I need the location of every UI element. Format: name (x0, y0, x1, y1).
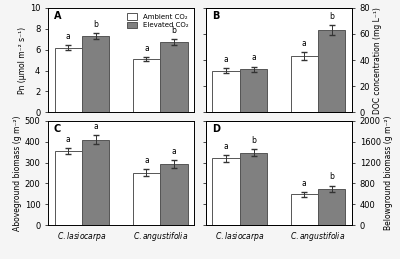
Legend: Ambient CO₂, Elevated CO₂: Ambient CO₂, Elevated CO₂ (125, 11, 191, 31)
Text: C: C (54, 124, 61, 134)
Bar (82, 140, 109, 225)
Text: b: b (329, 12, 334, 20)
Text: b: b (171, 26, 176, 35)
Text: a: a (66, 32, 71, 41)
Bar (55, 151, 82, 225)
Text: a: a (224, 142, 228, 151)
Bar (82, 36, 109, 112)
Text: b: b (93, 20, 98, 29)
Bar (240, 69, 267, 112)
Text: a: a (93, 122, 98, 131)
Text: a: a (144, 44, 149, 53)
Bar (133, 172, 160, 225)
Y-axis label: Belowground biomass (g m⁻²): Belowground biomass (g m⁻²) (384, 116, 392, 230)
Text: b: b (329, 172, 334, 181)
Bar (291, 194, 318, 225)
Bar (212, 159, 240, 225)
Bar (318, 189, 345, 225)
Y-axis label: DOC concentration (mg L⁻¹): DOC concentration (mg L⁻¹) (373, 7, 382, 113)
Bar (318, 30, 345, 112)
Text: D: D (212, 124, 220, 134)
Bar (291, 56, 318, 112)
Text: A: A (54, 11, 61, 21)
Bar (240, 153, 267, 225)
Text: a: a (302, 179, 307, 188)
Y-axis label: Aboveground biomass (g m⁻²): Aboveground biomass (g m⁻²) (13, 115, 22, 231)
Text: a: a (224, 55, 228, 64)
Text: a: a (172, 147, 176, 156)
Text: a: a (251, 53, 256, 62)
Bar (160, 164, 188, 225)
Y-axis label: Pn (μmol m⁻² s⁻¹): Pn (μmol m⁻² s⁻¹) (18, 26, 27, 94)
Text: a: a (144, 156, 149, 165)
Bar (160, 42, 188, 112)
Text: b: b (251, 135, 256, 145)
Bar (212, 70, 240, 112)
Text: a: a (66, 135, 71, 144)
Text: a: a (302, 39, 307, 48)
Bar (133, 59, 160, 112)
Text: B: B (212, 11, 219, 21)
Bar (55, 47, 82, 112)
